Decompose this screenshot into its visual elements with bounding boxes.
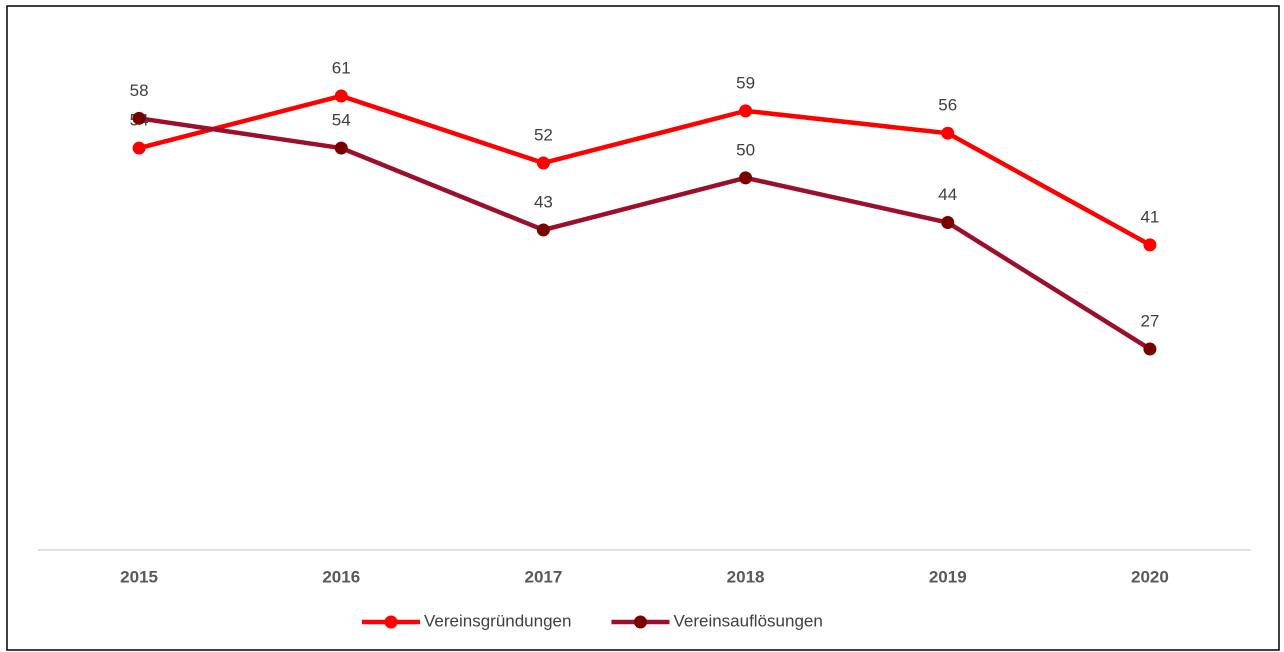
data-label: 41 — [1140, 207, 1159, 226]
x-tick-label: 2020 — [1131, 567, 1169, 586]
chart-frame — [6, 5, 1280, 651]
x-tick-label: 2016 — [322, 567, 360, 586]
data-label: 58 — [130, 81, 149, 100]
data-point — [132, 141, 146, 155]
x-tick-label: 2015 — [120, 567, 158, 586]
series-line — [138, 116, 1152, 351]
data-point — [334, 141, 348, 155]
data-point — [941, 216, 955, 230]
data-point — [1143, 342, 1157, 356]
data-label: 43 — [534, 192, 553, 211]
data-point — [536, 156, 550, 170]
data-label: 54 — [332, 111, 351, 130]
data-point — [334, 89, 348, 103]
legend-swatch-marker — [633, 615, 647, 629]
legend-label: Vereinsgründungen — [424, 611, 571, 630]
data-label: 59 — [736, 73, 755, 92]
x-tick-label: 2019 — [929, 567, 967, 586]
data-point — [1143, 238, 1157, 252]
x-tick-label: 2017 — [525, 567, 563, 586]
data-label: 27 — [1140, 312, 1159, 331]
legend-label: Vereinsauflösungen — [673, 611, 822, 630]
data-label: 52 — [534, 125, 553, 144]
data-label: 50 — [736, 140, 755, 159]
data-label: 56 — [938, 96, 957, 115]
data-point — [739, 104, 753, 118]
data-point — [132, 111, 146, 125]
data-label: 44 — [938, 185, 957, 204]
data-label: 61 — [332, 58, 351, 77]
data-point — [941, 126, 955, 140]
series-line — [138, 93, 1152, 247]
data-point — [739, 171, 753, 185]
legend-swatch-marker — [384, 615, 398, 629]
x-tick-label: 2018 — [727, 567, 765, 586]
data-point — [536, 223, 550, 237]
